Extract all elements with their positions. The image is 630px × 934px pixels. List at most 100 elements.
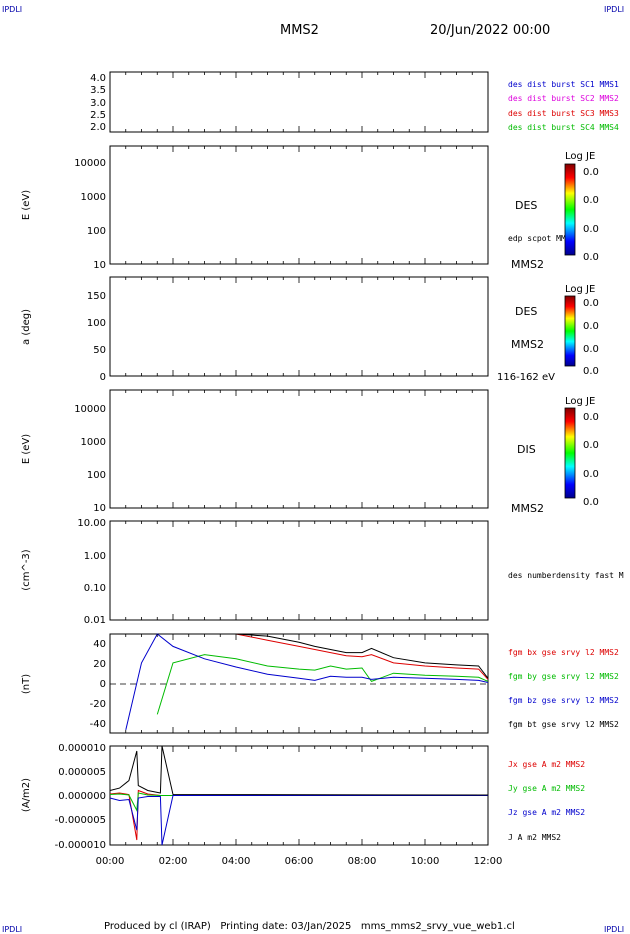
- legend-entry-jz: Jz gse A m2 MMS2: [508, 808, 585, 817]
- x-tick-label: 00:00: [96, 856, 125, 867]
- series-line-fgm-by-gse-srvy-l2-mms2: [156, 654, 489, 715]
- colorbar-tick-label: 0.0: [583, 412, 599, 423]
- y-axis-label: a (deg): [21, 309, 32, 345]
- y-tick-label: 4.0: [90, 73, 106, 84]
- y-tick-label: 1000: [81, 437, 106, 448]
- colorbar-tick-label: 0.0: [583, 321, 599, 332]
- panel-frame: [109, 145, 489, 265]
- y-tick-label: 3.0: [90, 98, 106, 109]
- y-tick-label: 10000: [74, 404, 106, 415]
- legend-entry-mms1: des dist burst SC1 MMS1: [508, 80, 619, 89]
- series-line-jy-gse-a-m2-mms2: [109, 792, 488, 813]
- colorbar-tick-label: 0.0: [583, 167, 599, 178]
- instrument-label: DES: [515, 199, 537, 212]
- legend-entry-mms2: des dist burst SC2 MMS2: [508, 94, 619, 103]
- corner-label-top-right: IPDLI: [604, 5, 624, 14]
- legend-entry-density: des numberdensity fast M: [508, 571, 624, 580]
- footer-credit: Produced by cl (IRAP) Printing date: 03/…: [104, 921, 515, 932]
- y-tick-label: 2.0: [90, 122, 106, 133]
- panel-des-energy-spectrogram: E (eV) 10000 1000 100 10 DES edp scpot M…: [21, 145, 599, 271]
- colorbar: [564, 163, 576, 256]
- series-line-jx-gse-a-m2-mms2: [109, 789, 488, 841]
- instrument-label: DIS: [517, 443, 536, 456]
- energy-range-label: 116-162 eV: [497, 372, 555, 383]
- colorbar-tick-label: 0.0: [583, 344, 599, 355]
- colorbar-title: Log JE: [565, 396, 595, 407]
- figure-datetime: 20/Jun/2022 00:00: [430, 23, 550, 38]
- y-axis-label: (cm^-3): [21, 549, 32, 590]
- y-tick-label: -0.000005: [55, 815, 106, 826]
- instrument-label: DES: [515, 305, 537, 318]
- y-tick-label: 1000: [81, 192, 106, 203]
- y-tick-label: 1.00: [84, 551, 106, 562]
- y-tick-label: 10: [93, 260, 106, 271]
- y-tick-label: -20: [90, 699, 106, 710]
- y-tick-label: 0.000010: [58, 743, 106, 754]
- y-tick-label: 0.000000: [58, 791, 106, 802]
- legend-entry-bz: fgm bz gse srvy l2 MMS2: [508, 696, 619, 705]
- y-tick-label: 3.5: [90, 85, 106, 96]
- corner-label-bottom-left: IPDLI: [2, 925, 22, 934]
- panel-magnetic-field: (nT) 40 20 0 -20 -40 fgm bx gse srvy l2 …: [21, 633, 619, 734]
- series-line-fgm-bz-gse-srvy-l2-mms2: [125, 633, 489, 731]
- colorbar: [564, 295, 576, 367]
- series-line-fgm-bt-gse-srvy-l2-mms2: [235, 633, 489, 679]
- panel-spacecraft-availability: 4.0 3.5 3.0 2.5 2.0 des dist burst SC1 M…: [90, 71, 619, 133]
- y-tick-label: 40: [93, 639, 106, 650]
- spacecraft-label: MMS2: [511, 338, 544, 351]
- panel-frame: [109, 520, 489, 621]
- y-tick-label: 0.10: [84, 583, 106, 594]
- y-tick-label: 100: [87, 470, 106, 481]
- y-tick-label: 0.000005: [58, 767, 106, 778]
- y-axis-label: (A/m2): [21, 778, 32, 812]
- corner-label-bottom-right: IPDLI: [604, 925, 624, 934]
- colorbar-tick-label: 0.0: [583, 298, 599, 309]
- axis-ticks: [109, 72, 489, 845]
- y-tick-label: 0: [100, 679, 106, 690]
- x-tick-label: 12:00: [474, 856, 503, 867]
- legend-entry-j: J A m2 MMS2: [508, 833, 561, 842]
- legend-entry-jx: Jx gse A m2 MMS2: [508, 760, 585, 769]
- x-tick-label: 10:00: [411, 856, 440, 867]
- y-axis-label: E (eV): [21, 434, 32, 464]
- colorbar-title: Log JE: [565, 151, 595, 162]
- y-axis-label: E (eV): [21, 190, 32, 220]
- panel-current-density: (A/m2) 0.000010 0.000005 0.000000 -0.000…: [21, 743, 585, 851]
- y-tick-label: 0.01: [84, 615, 106, 626]
- colorbar-tick-label: 0.0: [583, 440, 599, 451]
- colorbar-tick-label: 0.0: [583, 497, 599, 508]
- panel-electron-density: (cm^-3) 10.00 1.00 0.10 0.01 des numberd…: [21, 518, 624, 626]
- colorbar-tick-label: 0.0: [583, 469, 599, 480]
- panel-frame: [109, 389, 489, 509]
- series-line-jz-gse-a-m2-mms2: [109, 795, 488, 846]
- y-tick-label: 2.5: [90, 110, 106, 121]
- series-line-j-a-m2-mms2: [109, 745, 489, 796]
- colorbar-tick-label: 0.0: [583, 366, 599, 377]
- time-axis: 00:00 02:00 04:00 06:00 08:00 10:00 12:0…: [96, 856, 503, 867]
- y-tick-label: 100: [87, 318, 106, 329]
- colorbar-title: Log JE: [565, 284, 595, 295]
- spacecraft-label: MMS2: [511, 502, 544, 515]
- legend-entry-bx: fgm bx gse srvy l2 MMS2: [508, 648, 619, 657]
- legend-entry-mms4: des dist burst SC4 MMS4: [508, 123, 619, 132]
- y-tick-label: 0: [100, 372, 106, 383]
- y-tick-label: -0.000010: [55, 840, 106, 851]
- legend-entry-bt: fgm bt gse srvy l2 MMS2: [508, 720, 619, 729]
- panel-dis-energy-spectrogram: E (eV) 10000 1000 100 10 DIS MMS2 Log JE…: [21, 389, 599, 515]
- colorbar-tick-label: 0.0: [583, 252, 599, 263]
- colorbar-tick-label: 0.0: [583, 224, 599, 235]
- series-line-fgm-bx-gse-srvy-l2-mms2: [235, 633, 489, 680]
- overlay-label: edp scpot MMS2: [508, 234, 576, 243]
- y-tick-label: 10: [93, 503, 106, 514]
- panel-frame: [109, 276, 489, 377]
- y-tick-label: 50: [93, 345, 106, 356]
- corner-label-top-left: IPDLI: [2, 5, 22, 14]
- legend-entry-mms3: des dist burst SC3 MMS3: [508, 109, 619, 118]
- panel-des-pitch-angle: a (deg) 150 100 50 0 DES MMS2 116-162 eV…: [21, 276, 599, 383]
- y-tick-label: 20: [93, 659, 106, 670]
- legend-entry-jy: Jy gse A m2 MMS2: [508, 784, 585, 793]
- y-tick-label: 100: [87, 226, 106, 237]
- panel-frame: [109, 71, 489, 133]
- spacecraft-label: MMS2: [511, 258, 544, 271]
- x-tick-label: 08:00: [348, 856, 377, 867]
